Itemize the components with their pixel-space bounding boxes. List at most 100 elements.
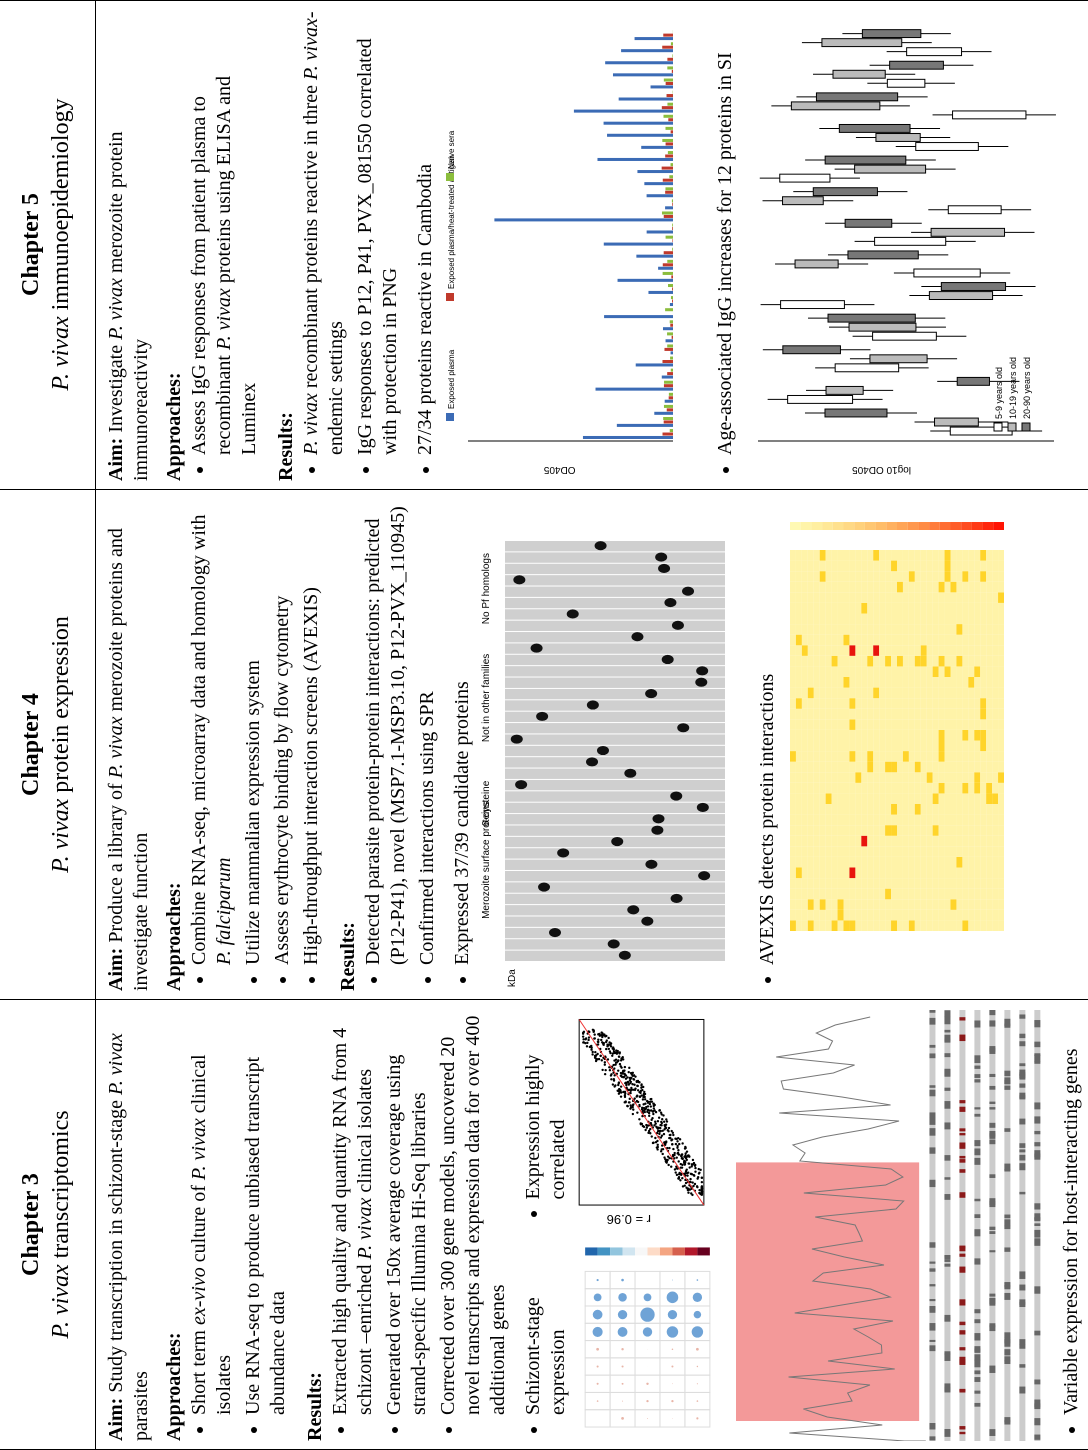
cell	[861, 592, 867, 603]
box	[873, 332, 937, 340]
cell	[945, 772, 951, 783]
cell	[903, 836, 909, 847]
cell	[903, 688, 909, 699]
bar	[672, 224, 673, 227]
cell	[855, 762, 861, 773]
cell	[879, 550, 885, 561]
cell	[980, 899, 986, 910]
cell	[861, 688, 867, 699]
cell	[855, 751, 861, 762]
cell	[945, 899, 951, 910]
cell	[873, 889, 879, 900]
cell	[921, 899, 927, 910]
cell	[945, 592, 951, 603]
cell	[927, 561, 933, 572]
cell	[790, 889, 796, 900]
lane	[505, 609, 725, 619]
box	[780, 174, 830, 182]
feature	[929, 1423, 935, 1429]
cell	[820, 783, 826, 794]
cell	[933, 571, 939, 582]
cell	[861, 889, 867, 900]
box	[825, 156, 906, 164]
bar	[663, 263, 673, 266]
feature	[974, 1309, 980, 1313]
cell	[873, 762, 879, 773]
feature	[1019, 1192, 1025, 1194]
cell	[790, 603, 796, 614]
cell	[844, 603, 850, 614]
bar	[667, 58, 673, 61]
cell	[909, 698, 915, 709]
cell	[873, 836, 879, 847]
bar	[669, 393, 673, 396]
cell	[980, 571, 986, 582]
cell	[879, 793, 885, 804]
cell	[962, 645, 968, 656]
cell	[873, 698, 879, 709]
bar	[672, 300, 673, 303]
cell	[897, 614, 903, 625]
cell	[945, 730, 951, 741]
point	[610, 1046, 612, 1048]
cell	[826, 815, 832, 826]
cell	[885, 793, 891, 804]
cell	[927, 698, 933, 709]
figure-caption: Expression highly correlated	[521, 1010, 571, 1200]
cell	[897, 836, 903, 847]
band	[515, 780, 527, 789]
cell	[849, 550, 855, 561]
cell	[951, 719, 957, 730]
cell	[802, 635, 808, 646]
point	[588, 1037, 590, 1039]
cell	[826, 624, 832, 635]
point	[620, 1075, 622, 1077]
cell	[832, 772, 838, 783]
cell	[873, 550, 879, 561]
cell	[903, 783, 909, 794]
cell	[838, 645, 844, 656]
cell	[956, 624, 962, 635]
feature	[944, 1264, 950, 1267]
cell	[832, 624, 838, 635]
cell	[826, 783, 832, 794]
cell	[945, 571, 951, 582]
feature	[1034, 1203, 1040, 1209]
cell	[980, 793, 986, 804]
cell	[849, 635, 855, 646]
fit-line	[579, 1020, 704, 1206]
text-run: Corrected over 300 gene models, uncovere…	[437, 1016, 509, 1415]
results-item: Detected parasite protein-protein intera…	[361, 500, 411, 965]
point	[597, 1041, 599, 1043]
cell	[986, 741, 992, 752]
scale	[865, 522, 876, 530]
figure-image	[780, 500, 1084, 991]
cell	[820, 624, 826, 635]
cell	[951, 762, 957, 773]
lane	[505, 860, 725, 870]
bar	[617, 424, 673, 427]
figure-label: Naive sera	[447, 130, 456, 169]
bar	[665, 154, 673, 157]
cell	[962, 772, 968, 783]
cell	[986, 624, 992, 635]
cell	[903, 878, 909, 889]
text-run: Assess erythrocyte binding by flow cytom…	[271, 596, 293, 965]
cell	[921, 645, 927, 656]
cell	[849, 857, 855, 868]
point	[676, 1174, 678, 1176]
bar	[651, 85, 673, 88]
cell	[980, 920, 986, 931]
cell	[962, 709, 968, 720]
bar	[664, 420, 673, 423]
cell	[873, 804, 879, 815]
results-list: Extracted high quality and quantity RNA …	[328, 1010, 515, 1441]
cell	[939, 772, 945, 783]
cell	[814, 635, 820, 646]
cell	[796, 677, 802, 688]
cell	[891, 899, 897, 910]
cell	[814, 698, 820, 709]
cell	[885, 815, 891, 826]
point	[653, 1125, 655, 1127]
